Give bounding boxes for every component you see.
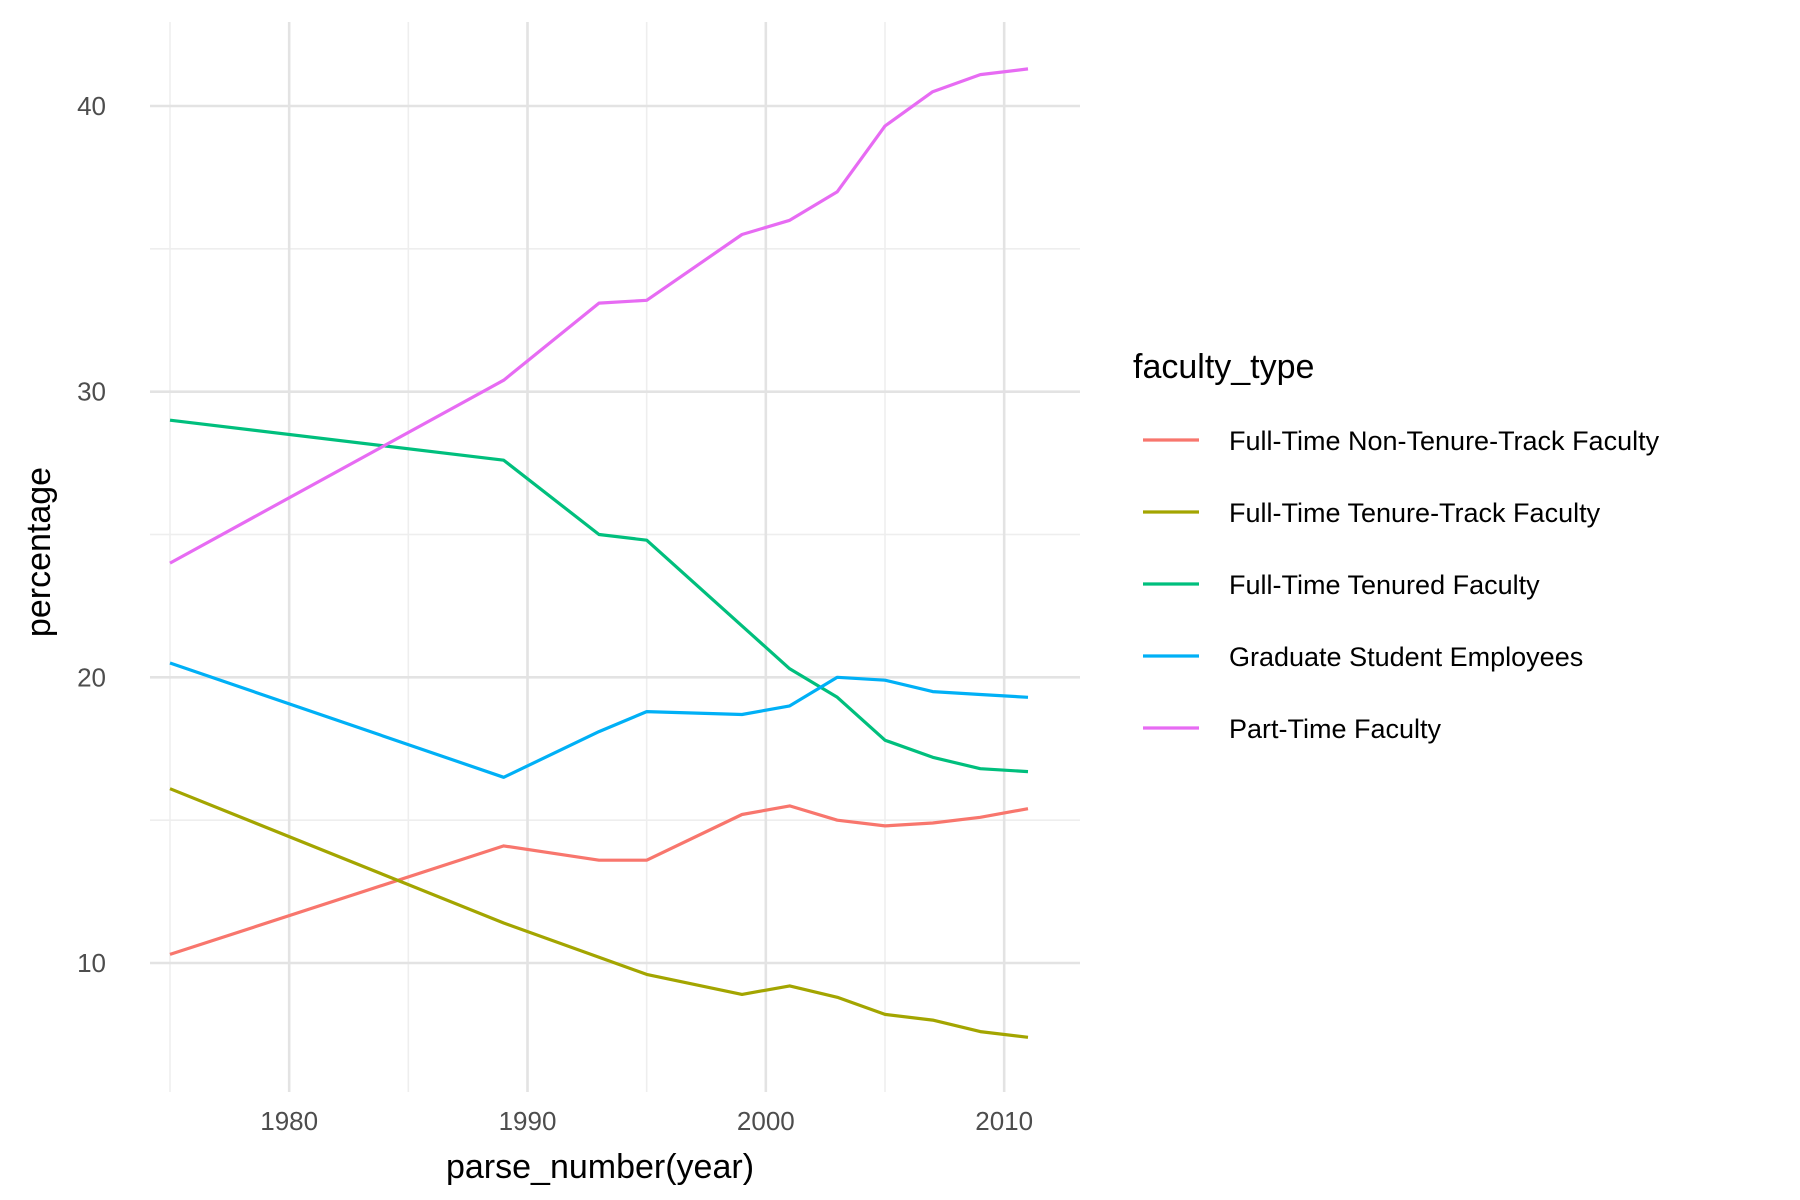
x-tick-label: 2000 [737, 1106, 795, 1136]
legend-items: Full-Time Non-Tenure-Track Faculty Full-T… [1143, 426, 1660, 744]
y-tick-label: 20 [77, 662, 106, 692]
legend-label: Part-Time Faculty [1229, 714, 1442, 744]
legend-title: faculty_type [1133, 348, 1314, 386]
y-tick-label: 40 [77, 91, 106, 121]
series-line [169, 661, 1029, 779]
series-lines [169, 67, 1029, 1039]
x-tick-label: 2010 [975, 1106, 1033, 1136]
legend: faculty_type Full-Time Non-Tenure-Track … [1133, 348, 1660, 744]
series-line [169, 418, 1029, 774]
grid [150, 22, 1080, 1092]
legend-label: Graduate Student Employees [1229, 642, 1583, 672]
y-axis-ticks: 10 20 30 40 [77, 91, 106, 978]
series-line [169, 787, 1029, 1039]
y-axis-title: percentage [20, 467, 58, 637]
legend-label: Full-Time Tenured Faculty [1229, 570, 1540, 600]
legend-label: Full-Time Non-Tenure-Track Faculty [1229, 426, 1660, 456]
legend-label: Full-Time Tenure-Track Faculty [1229, 498, 1601, 528]
x-axis-title: parse_number(year) [446, 1148, 754, 1186]
y-tick-label: 10 [77, 948, 106, 978]
y-tick-label: 30 [77, 377, 106, 407]
x-axis-ticks: 1980 1990 2000 2010 [260, 1106, 1033, 1136]
x-tick-label: 1990 [499, 1106, 557, 1136]
series-line [169, 804, 1029, 956]
series-line [169, 67, 1029, 565]
x-tick-label: 1980 [260, 1106, 318, 1136]
